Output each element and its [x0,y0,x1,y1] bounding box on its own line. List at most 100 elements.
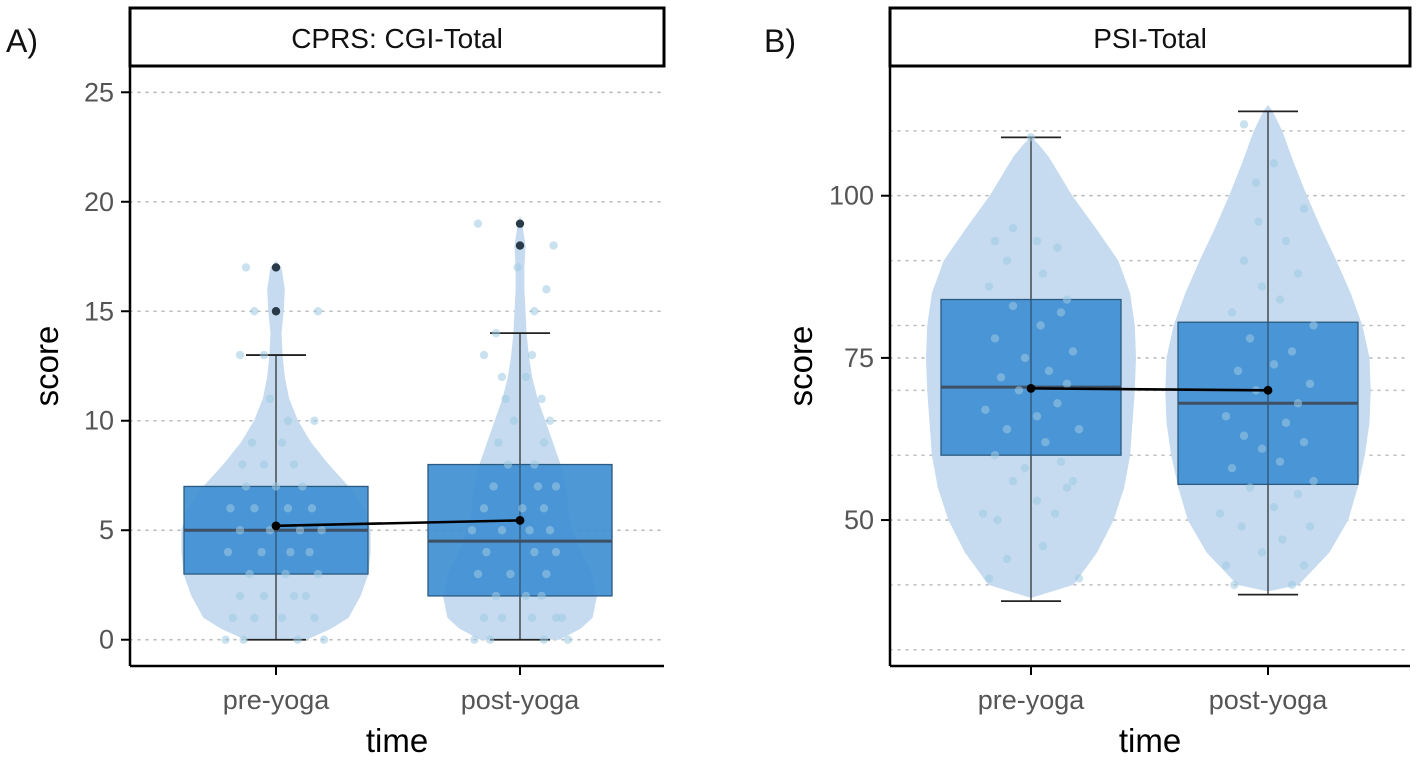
jitter-point-pre-yoga [241,482,251,491]
jitter-point-post-yoga [1227,463,1237,473]
jitter-point-pre-yoga [1014,386,1024,395]
jitter-point-pre-yoga [305,547,314,557]
jitter-point-post-yoga [1281,236,1291,246]
jitter-point-post-yoga [1227,308,1237,317]
jitter-point-pre-yoga [1062,295,1072,304]
jitter-point-post-yoga [470,635,479,644]
jitter-point-pre-yoga [1044,366,1054,376]
jitter-point-pre-yoga [289,460,299,469]
panel-b-jitter [978,120,1318,590]
jitter-point-pre-yoga [277,613,287,623]
jitter-point-post-yoga [1305,522,1315,531]
jitter-point-post-yoga [1299,561,1309,570]
panel-a-y-ticks: 0 5 10 15 20 25 [84,77,130,655]
outlier-point-post-yoga [515,241,525,250]
y-tick-label: 75 [844,343,874,373]
jitter-point-pre-yoga [984,574,994,583]
jitter-point-post-yoga [1257,548,1267,557]
jitter-point-pre-yoga [277,438,287,447]
jitter-point-post-yoga [1287,347,1297,356]
jitter-point-pre-yoga [298,482,307,491]
mean-point-pre-yoga [271,521,281,531]
jitter-point-post-yoga [501,394,510,404]
x-tick-label-pre-yoga: pre-yoga [223,685,331,715]
panel-a-title: CPRS: CGI-Total [291,23,503,54]
panel-a-jitter [221,219,573,644]
panel-a-y-axis-title: score [28,326,65,407]
jitter-point-post-yoga [530,307,539,316]
jitter-point-pre-yoga [259,460,269,469]
jitter-point-pre-yoga [990,236,1000,246]
jitter-point-pre-yoga [1032,412,1042,421]
y-tick-label: 5 [99,515,114,545]
jitter-point-post-yoga [527,350,537,360]
jitter-point-post-yoga [1269,159,1279,168]
jitter-point-post-yoga [1237,522,1246,531]
jitter-point-post-yoga [467,526,477,535]
jitter-point-post-yoga [1230,580,1239,590]
jitter-point-pre-yoga [1056,308,1066,317]
jitter-point-post-yoga [537,591,546,601]
jitter-point-post-yoga [1221,561,1231,570]
jitter-point-pre-yoga [990,450,1000,460]
jitter-point-post-yoga [530,460,539,469]
jitter-point-post-yoga [563,635,573,644]
y-tick-label: 50 [844,505,874,535]
jitter-point-post-yoga [1305,379,1315,389]
jitter-point-post-yoga [489,482,498,491]
jitter-point-pre-yoga [319,635,329,644]
jitter-point-post-yoga [1309,476,1318,486]
jitter-point-pre-yoga [289,591,299,601]
jitter-point-post-yoga [1239,431,1249,440]
jitter-point-post-yoga [539,438,549,447]
jitter-point-post-yoga [1257,444,1267,453]
jitter-point-pre-yoga [1002,256,1012,265]
jitter-point-post-yoga [1215,509,1225,518]
panel-a-x-axis-title: time [366,722,428,759]
outlier-point-pre-yoga [271,307,281,316]
jitter-point-pre-yoga [235,591,245,601]
jitter-point-pre-yoga [235,526,245,535]
jitter-point-pre-yoga [1068,476,1078,486]
panel-a-tag: A) [6,23,38,59]
jitter-point-pre-yoga [265,526,275,535]
jitter-point-pre-yoga [1074,425,1084,434]
jitter-point-pre-yoga [1008,223,1018,233]
jitter-point-pre-yoga [984,282,994,291]
jitter-point-post-yoga [545,416,555,425]
jitter-point-pre-yoga [1008,476,1018,486]
jitter-point-pre-yoga [223,547,233,557]
jitter-point-pre-yoga [1002,425,1012,434]
panel-b-x-axis-title: time [1119,722,1181,759]
jitter-point-pre-yoga [978,509,988,518]
jitter-point-post-yoga [551,547,561,557]
x-tick-label-post-yoga: post-yoga [1209,685,1329,715]
jitter-point-post-yoga [545,526,555,535]
panel-b-y-axis-title: score [782,326,819,407]
jitter-point-pre-yoga [981,405,990,414]
jitter-point-pre-yoga [265,394,275,404]
jitter-point-pre-yoga [283,504,293,513]
jitter-point-post-yoga [494,438,503,447]
jitter-point-pre-yoga [1002,554,1012,564]
jitter-point-pre-yoga [271,482,281,491]
jitter-point-pre-yoga [1056,457,1066,466]
jitter-point-pre-yoga [250,613,259,623]
panel-b-tag: B) [764,23,796,59]
jitter-point-pre-yoga [317,526,326,535]
jitter-point-post-yoga [1221,412,1231,421]
jitter-point-pre-yoga [286,547,295,557]
jitter-point-pre-yoga [250,307,259,316]
mean-connector-line [275,519,521,528]
jitter-point-post-yoga [1269,502,1279,512]
jitter-point-post-yoga [506,569,515,579]
jitter-point-post-yoga [551,613,561,623]
jitter-point-pre-yoga [228,613,237,623]
panel-a-outliers [271,219,525,316]
y-tick-label: 0 [99,625,114,655]
outlier-point-post-yoga [515,219,525,228]
jitter-point-pre-yoga [996,373,1006,382]
jitter-point-pre-yoga [1053,399,1062,408]
jitter-point-pre-yoga [993,515,1002,525]
jitter-point-post-yoga [1278,535,1287,544]
